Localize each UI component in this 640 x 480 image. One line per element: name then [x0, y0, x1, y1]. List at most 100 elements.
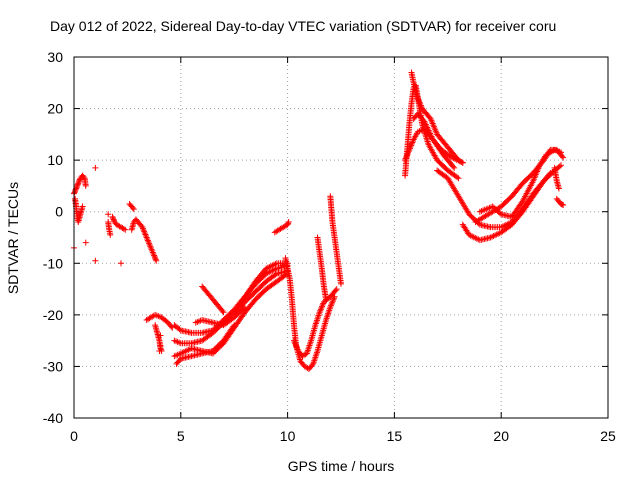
data-point	[157, 342, 164, 349]
data-point	[459, 159, 466, 166]
data-point	[141, 228, 148, 235]
data-point	[450, 163, 457, 170]
data-point	[82, 239, 89, 246]
x-axis-label: GPS time / hours	[288, 458, 395, 474]
series-track-23	[408, 69, 466, 166]
data-point	[330, 296, 337, 303]
data-point	[75, 179, 82, 186]
data-point	[146, 240, 153, 247]
data-point	[555, 185, 562, 192]
data-point	[451, 164, 458, 171]
data-point	[338, 280, 344, 287]
data-point	[82, 182, 89, 189]
data-point	[403, 154, 410, 161]
data-point	[92, 257, 99, 264]
series-track-24	[410, 110, 458, 171]
data-point	[293, 343, 300, 350]
data-point	[559, 201, 566, 208]
data-point	[92, 164, 99, 171]
series-track-18	[291, 286, 340, 360]
series-track-19	[314, 234, 330, 303]
data-point	[219, 307, 226, 314]
series-track-30	[551, 164, 562, 192]
data-point	[130, 206, 137, 213]
plot-frame	[73, 56, 609, 419]
series-track-01	[71, 172, 89, 197]
data-point	[80, 173, 87, 180]
series-track-02	[72, 195, 86, 226]
data-point	[152, 255, 159, 262]
data-point	[105, 211, 112, 218]
y-tick-label: -20	[43, 307, 63, 323]
data-point	[409, 139, 416, 146]
x-tick-label: 20	[493, 428, 509, 444]
data-point	[231, 322, 238, 329]
data-point	[146, 241, 153, 248]
series-track-29	[553, 195, 567, 209]
data-point	[318, 304, 325, 311]
x-tick-label: 15	[387, 428, 403, 444]
data-point	[143, 234, 150, 241]
series-track-06	[128, 216, 160, 264]
data-point	[142, 231, 149, 238]
data-point	[328, 301, 335, 308]
data-point	[558, 149, 565, 156]
data-point	[327, 302, 334, 309]
data-point	[292, 340, 299, 347]
y-tick-label: -30	[43, 358, 63, 374]
series-track-17	[282, 255, 338, 373]
data-point	[151, 253, 158, 260]
data-point	[120, 225, 127, 232]
data-point	[147, 243, 154, 250]
data-point	[559, 153, 566, 160]
data-point	[144, 235, 151, 242]
data-point	[117, 260, 124, 267]
data-point	[272, 271, 279, 278]
x-tick-label: 0	[70, 428, 78, 444]
data-point	[291, 339, 298, 346]
data-point	[151, 252, 158, 259]
series-track-04	[109, 213, 129, 233]
data-point	[405, 149, 412, 156]
data-point	[329, 299, 336, 306]
y-tick-label: 30	[47, 49, 63, 65]
series-track-20	[327, 193, 344, 287]
data-point	[284, 221, 291, 228]
data-point	[74, 182, 81, 189]
data-point	[333, 286, 340, 293]
data-point	[408, 140, 415, 147]
data-point	[75, 180, 82, 187]
data-point	[153, 257, 160, 264]
data-point	[458, 158, 465, 165]
data-point	[144, 237, 151, 244]
data-point	[406, 146, 413, 153]
data-point	[285, 219, 292, 226]
series-track-28	[476, 146, 565, 220]
data-point	[556, 163, 563, 170]
data-point	[107, 231, 114, 238]
data-point	[496, 210, 503, 217]
data-point	[110, 216, 117, 223]
data-point	[230, 323, 237, 330]
data-point	[323, 296, 330, 303]
data-point	[109, 213, 116, 220]
data-point	[403, 152, 410, 159]
data-point	[156, 347, 163, 354]
data-point	[71, 189, 78, 196]
x-tick-labels: 0 5 10 15 20 25	[70, 428, 616, 444]
data-point	[560, 202, 567, 209]
data-point	[129, 204, 136, 211]
data-point	[72, 188, 79, 195]
data-point	[316, 309, 323, 316]
series-track-16	[271, 219, 292, 236]
series-track-13	[192, 304, 248, 329]
data-point	[285, 220, 292, 227]
data-point	[319, 301, 326, 308]
data-point	[454, 174, 461, 181]
data-point	[141, 230, 148, 237]
y-tick-label: 0	[55, 204, 63, 220]
series-track-05	[126, 200, 137, 213]
data-point	[329, 298, 336, 305]
data-point	[240, 305, 247, 312]
